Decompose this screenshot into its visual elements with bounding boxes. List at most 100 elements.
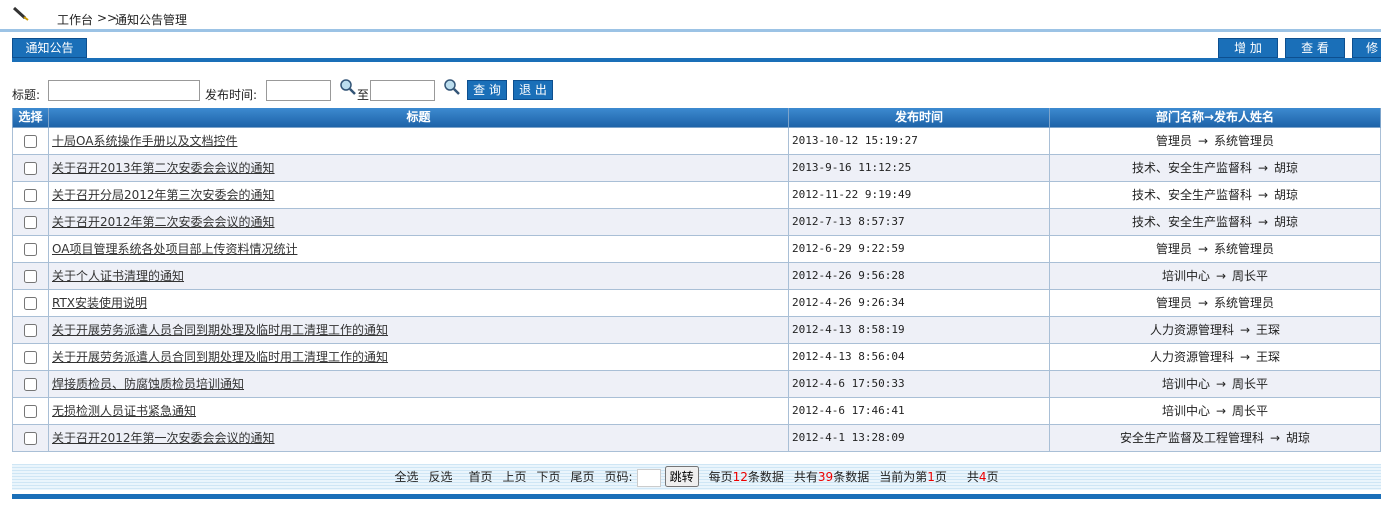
toolbar-button[interactable]: 修: [1352, 38, 1381, 58]
search-button[interactable]: 查 询: [467, 80, 507, 100]
row-checkbox[interactable]: [24, 351, 37, 364]
pager-link[interactable]: 上页: [502, 470, 527, 484]
notice-link[interactable]: 关于召开2012年第一次安委会会议的通知: [52, 431, 275, 445]
time-cell: 2012-4-6 17:46:41: [789, 398, 1050, 425]
publisher: 胡琼: [1274, 188, 1299, 202]
pager-number: 12: [732, 470, 748, 484]
row-checkbox[interactable]: [24, 243, 37, 256]
arrow: →: [1257, 188, 1269, 202]
row-checkbox[interactable]: [24, 324, 37, 337]
end-date[interactable]: [370, 80, 435, 101]
title-cell: 关于开展劳务派遣人员合同到期处理及临时用工清理工作的通知: [49, 344, 789, 371]
dept-cell: 培训中心 → 周长平: [1050, 398, 1381, 425]
arrow: →: [1197, 296, 1209, 310]
dept-cell: 人力资源管理科 → 王琛: [1050, 317, 1381, 344]
tab[interactable]: 通知公告: [12, 38, 87, 58]
row-checkbox[interactable]: [24, 189, 37, 202]
toolbar-button[interactable]: 增 加: [1218, 38, 1278, 58]
time-label: 发布时间:: [205, 88, 258, 102]
pager-text: 共: [966, 470, 979, 484]
notice-link[interactable]: 关于开展劳务派遣人员合同到期处理及临时用工清理工作的通知: [52, 350, 389, 364]
row-checkbox[interactable]: [24, 432, 37, 445]
pager-link[interactable]: 尾页: [570, 470, 595, 484]
time-cell: 2013-9-16 11:12:25: [789, 155, 1050, 182]
to-label: 至: [357, 88, 370, 102]
title-cell: 关于召开2013年第二次安委会会议的通知: [49, 155, 789, 182]
publisher: 胡琼: [1286, 431, 1311, 445]
title-cell: 无损检测人员证书紧急通知: [49, 398, 789, 425]
department: 人力资源管理科: [1149, 323, 1234, 337]
pager-text: 条数据: [747, 470, 784, 484]
publisher: 胡琼: [1274, 161, 1299, 175]
title-input[interactable]: [48, 80, 200, 101]
jump-button[interactable]: 跳转: [664, 466, 699, 487]
select-cell: [12, 317, 49, 344]
notice-link[interactable]: 关于召开2012年第二次安委会会议的通知: [52, 215, 275, 229]
notice-link[interactable]: 关于开展劳务派遣人员合同到期处理及临时用工清理工作的通知: [52, 323, 389, 337]
publisher: 周长平: [1232, 269, 1269, 283]
calendar-icon[interactable]: [443, 78, 461, 96]
page-label: 页码:: [604, 470, 633, 484]
pager-number: 4: [978, 470, 987, 484]
table-header: 选择: [12, 108, 49, 128]
dept-cell: 管理员 → 系统管理员: [1050, 128, 1381, 155]
page-input[interactable]: [636, 468, 661, 487]
row-checkbox[interactable]: [24, 378, 37, 391]
row-checkbox[interactable]: [24, 135, 37, 148]
title-cell: RTX安装使用说明: [49, 290, 789, 317]
publisher: 王琛: [1256, 350, 1281, 364]
pager-link[interactable]: 反选: [428, 470, 453, 484]
time-cell: 2012-4-13 8:56:04: [789, 344, 1050, 371]
notice-link[interactable]: 关于召开2013年第二次安委会会议的通知: [52, 161, 275, 175]
toolbar-button[interactable]: 查 看: [1285, 38, 1345, 58]
select-cell: [12, 263, 49, 290]
pager-link[interactable]: 全选: [394, 470, 419, 484]
notice-link[interactable]: 无损检测人员证书紧急通知: [52, 404, 197, 418]
start-date[interactable]: [266, 80, 331, 101]
select-cell: [12, 344, 49, 371]
pager-text: 页: [986, 470, 999, 484]
pager-link[interactable]: 首页: [468, 470, 493, 484]
row-checkbox[interactable]: [24, 270, 37, 283]
pager-number: 1: [927, 470, 935, 484]
department: 技术、安全生产监督科: [1131, 161, 1252, 175]
select-cell: [12, 128, 49, 155]
department: 培训中心: [1161, 404, 1210, 418]
publisher: 周长平: [1232, 404, 1269, 418]
time-cell: 2012-4-26 9:56:28: [789, 263, 1050, 290]
row-checkbox[interactable]: [24, 216, 37, 229]
time-cell: 2012-11-22 9:19:49: [789, 182, 1050, 209]
arrow: →: [1239, 350, 1251, 364]
notice-link[interactable]: RTX安装使用说明: [52, 296, 148, 310]
notice-link[interactable]: OA项目管理系统各处项目部上传资料情况统计: [52, 242, 298, 256]
pager-text: 条数据: [833, 470, 870, 484]
dept-cell: 技术、安全生产监督科 → 胡琼: [1050, 209, 1381, 236]
row-checkbox[interactable]: [24, 297, 37, 310]
calendar-icon[interactable]: [339, 78, 357, 96]
notice-link[interactable]: 焊接质检员、防腐蚀质检员培训通知: [52, 377, 245, 391]
dept-cell: 人力资源管理科 → 王琛: [1050, 344, 1381, 371]
pager-text: 每页: [708, 470, 733, 484]
select-cell: [12, 182, 49, 209]
breadcrumb-link[interactable]: 工作台: [57, 13, 94, 27]
table-header: 发布时间: [789, 108, 1050, 128]
row-checkbox[interactable]: [24, 162, 37, 175]
title-label: 标题:: [12, 88, 41, 102]
notice-link[interactable]: 关于个人证书清理的通知: [52, 269, 185, 283]
bottom-line: [12, 494, 1381, 499]
notice-link[interactable]: 关于召开分局2012年第三次安委会的通知: [52, 188, 275, 202]
select-cell: [12, 425, 49, 452]
department: 培训中心: [1161, 269, 1210, 283]
row-checkbox[interactable]: [24, 405, 37, 418]
notice-link[interactable]: 十局OA系统操作手册以及文档控件: [52, 134, 238, 148]
select-cell: [12, 236, 49, 263]
publisher: 系统管理员: [1214, 242, 1275, 256]
pager-link[interactable]: 下页: [536, 470, 561, 484]
search-button[interactable]: 退 出: [513, 80, 553, 100]
pager: 全选 反选 首页 上页 下页 尾页 页码: 跳转 每页12条数据 共有39条数据 当前为第1页 共4页: [12, 464, 1381, 490]
department: 安全生产监督及工程管理科: [1119, 431, 1264, 445]
department: 管理员: [1155, 242, 1192, 256]
arrow: →: [1239, 323, 1251, 337]
arrow: →: [1197, 134, 1209, 148]
